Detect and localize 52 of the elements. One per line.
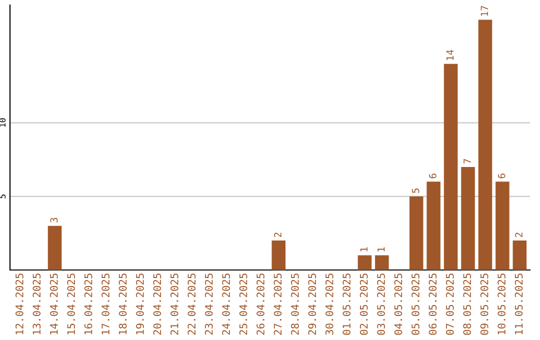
bar xyxy=(272,240,286,270)
bar xyxy=(375,255,389,270)
data-label: 3 xyxy=(50,218,58,222)
x-tick-label: 18.04.2025 xyxy=(118,274,127,334)
x-tick-label: 26.04.2025 xyxy=(256,274,264,335)
x-tick-label: 20.04.2025 xyxy=(153,274,162,335)
x-tick-label: 12.04.2025 xyxy=(16,274,24,334)
bar xyxy=(512,240,527,270)
data-label: 2 xyxy=(515,232,522,238)
bar xyxy=(478,20,492,270)
x-tick-label: 23.04.2025 xyxy=(204,274,213,335)
x-tick-label: 15.04.2025 xyxy=(67,274,76,334)
bar xyxy=(409,196,424,270)
data-label: 17 xyxy=(480,6,488,16)
x-tick-label: 10.05.2025 xyxy=(498,274,506,334)
x-tick-label: 21.04.2025 xyxy=(170,274,178,335)
x-tick-label: 05.05.2025 xyxy=(412,274,420,335)
bar xyxy=(426,182,440,270)
x-tick-label: 16.04.2025 xyxy=(84,274,92,334)
data-label: 5 xyxy=(412,188,420,193)
data-label: 7 xyxy=(464,159,471,164)
x-tick-label: 07.05.2025 xyxy=(446,274,454,335)
x-tick-label: 22.04.2025 xyxy=(188,274,196,335)
bar xyxy=(358,255,372,270)
x-tick-label: 25.04.2025 xyxy=(239,274,248,335)
x-tick-label: 30.04.2025 xyxy=(325,274,334,335)
x-tick-label: 24.04.2025 xyxy=(222,274,230,335)
x-tick-label: 27.04.2025 xyxy=(274,274,282,335)
x-tick-label: 13.04.2025 xyxy=(32,274,41,334)
x-tick-label: 02.05.2025 xyxy=(360,274,368,335)
x-tick-label: 17.04.2025 xyxy=(102,274,110,334)
data-label: 6 xyxy=(498,174,506,178)
x-tick-label: 14.04.2025 xyxy=(50,274,58,334)
x-tick-label: 06.05.2025 xyxy=(428,274,437,335)
x-tick-label: 01.05.2025 xyxy=(342,274,351,335)
x-tick-label: 04.05.2025 xyxy=(394,274,402,335)
x-tick-label: 29.04.2025 xyxy=(308,274,316,335)
bar xyxy=(461,166,475,270)
x-tick-label: 09.05.2025 xyxy=(480,274,488,335)
data-label: 2 xyxy=(274,232,282,238)
data-label: 1 xyxy=(360,247,368,252)
x-tick-label: 08.05.2025 xyxy=(463,274,472,335)
data-label: 14 xyxy=(446,50,454,60)
data-label: 1 xyxy=(378,247,385,252)
x-tick-label: 28.04.2025 xyxy=(291,274,299,335)
data-label: 6 xyxy=(429,174,436,178)
bar xyxy=(496,182,510,270)
x-tick-label: 19.04.2025 xyxy=(136,274,144,334)
x-tick-label: 03.05.2025 xyxy=(377,274,385,335)
bar xyxy=(444,64,458,270)
x-tick-label: 11.05.2025 xyxy=(514,274,523,334)
bar xyxy=(48,226,62,270)
